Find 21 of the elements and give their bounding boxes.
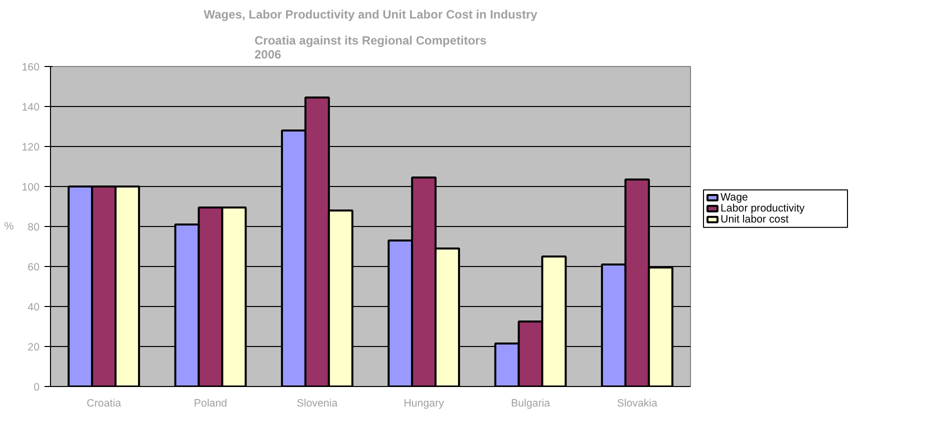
x-tick-label: Slovenia [296,398,338,410]
y-tick-label: 60 [28,262,40,274]
x-tick-label: Slovakia [617,398,658,410]
y-tick-label: 120 [22,142,40,154]
chart-subtitle: Croatia against its Regional Competitors 2006 [254,34,487,62]
x-tick-label: Bulgaria [510,398,550,410]
y-tick-label: 140 [22,102,40,114]
y-tick-label: 80 [28,222,40,234]
x-tick-label: Poland [194,398,228,410]
y-axis-title: % [4,220,14,232]
y-tick-label: 0 [34,382,40,394]
y-tick-label: 40 [28,302,40,314]
legend-label: Unit labor cost [720,214,789,226]
x-tick-label: Hungary [404,398,445,410]
y-tick-label: 100 [22,182,40,194]
y-tick-label: 160 [22,62,40,74]
y-tick-label: 20 [28,342,40,354]
legend-label: Wage [720,192,748,204]
chart-title: Wages, Labor Productivity and Unit Labor Cost in Industry [204,8,538,22]
x-tick-label: Croatia [86,398,122,410]
legend-label: Labor productivity [720,202,806,215]
